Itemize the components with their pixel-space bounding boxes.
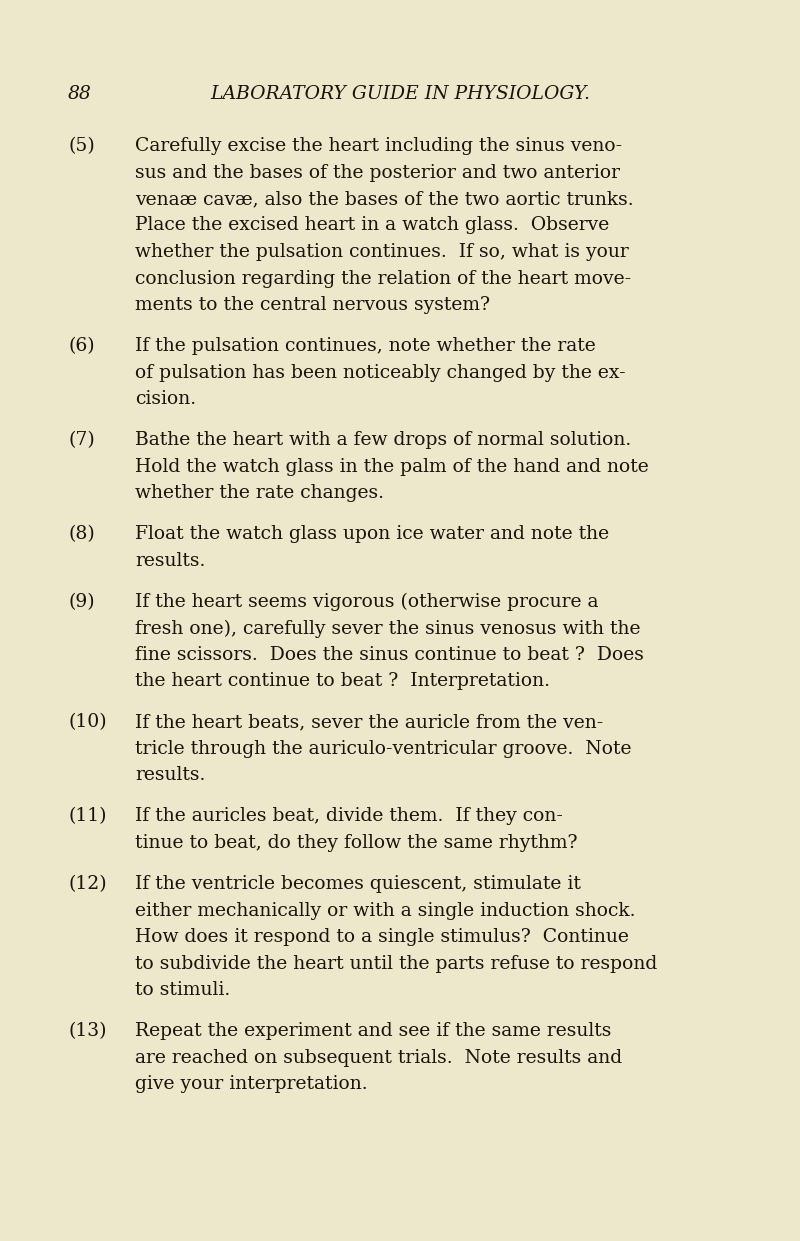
Text: (6): (6)	[68, 338, 94, 355]
Text: If the auricles beat, divide them.  If they con-: If the auricles beat, divide them. If th…	[135, 808, 563, 825]
Text: (9): (9)	[68, 593, 94, 611]
Text: either mechanically or with a single induction shock.: either mechanically or with a single ind…	[135, 901, 635, 920]
Text: sus and the bases of the posterior and two anterior: sus and the bases of the posterior and t…	[135, 164, 620, 181]
Text: the heart continue to beat ?  Interpretation.: the heart continue to beat ? Interpretat…	[135, 673, 550, 690]
Text: 88: 88	[68, 84, 92, 103]
Text: cision.: cision.	[135, 390, 196, 408]
Text: whether the pulsation continues.  If so, what is your: whether the pulsation continues. If so, …	[135, 243, 629, 261]
Text: Place the excised heart in a watch glass.  Observe: Place the excised heart in a watch glass…	[135, 216, 610, 235]
Text: results.: results.	[135, 767, 206, 784]
Text: (5): (5)	[68, 137, 94, 155]
Text: If the heart seems vigorous (otherwise procure a: If the heart seems vigorous (otherwise p…	[135, 593, 598, 611]
Text: whether the rate changes.: whether the rate changes.	[135, 484, 384, 503]
Text: (8): (8)	[68, 525, 94, 544]
Text: to subdivide the heart until the parts refuse to respond: to subdivide the heart until the parts r…	[135, 954, 658, 973]
Text: If the heart beats, sever the auricle from the ven-: If the heart beats, sever the auricle fr…	[135, 714, 603, 731]
Text: (13): (13)	[68, 1023, 106, 1040]
Text: Carefully excise the heart including the sinus veno-: Carefully excise the heart including the…	[135, 137, 622, 155]
Text: (10): (10)	[68, 714, 106, 731]
Text: (7): (7)	[68, 431, 94, 449]
Text: are reached on subsequent trials.  Note results and: are reached on subsequent trials. Note r…	[135, 1049, 622, 1066]
Text: ments to the central nervous system?: ments to the central nervous system?	[135, 297, 490, 314]
Text: tinue to beat, do they follow the same rhythm?: tinue to beat, do they follow the same r…	[135, 834, 578, 853]
Text: give your interpretation.: give your interpretation.	[135, 1075, 368, 1093]
Text: of pulsation has been noticeably changed by the ex-: of pulsation has been noticeably changed…	[135, 364, 626, 381]
Text: LABORATORY GUIDE IN PHYSIOLOGY.: LABORATORY GUIDE IN PHYSIOLOGY.	[210, 84, 590, 103]
Text: Hold the watch glass in the palm of the hand and note: Hold the watch glass in the palm of the …	[135, 458, 649, 475]
Text: tricle through the auriculo-ventricular groove.  Note: tricle through the auriculo-ventricular …	[135, 740, 631, 758]
Text: Bathe the heart with a few drops of normal solution.: Bathe the heart with a few drops of norm…	[135, 431, 631, 449]
Text: fine scissors.  Does the sinus continue to beat ?  Does: fine scissors. Does the sinus continue t…	[135, 645, 644, 664]
Text: If the pulsation continues, note whether the rate: If the pulsation continues, note whether…	[135, 338, 596, 355]
Text: to stimuli.: to stimuli.	[135, 982, 230, 999]
Text: Repeat the experiment and see if the same results: Repeat the experiment and see if the sam…	[135, 1023, 611, 1040]
Text: conclusion regarding the relation of the heart move-: conclusion regarding the relation of the…	[135, 269, 631, 288]
Text: If the ventricle becomes quiescent, stimulate it: If the ventricle becomes quiescent, stim…	[135, 875, 581, 894]
Text: How does it respond to a single stimulus?  Continue: How does it respond to a single stimulus…	[135, 928, 629, 946]
Text: (11): (11)	[68, 808, 106, 825]
Text: (12): (12)	[68, 875, 106, 894]
Text: results.: results.	[135, 552, 206, 570]
Text: fresh one), carefully sever the sinus venosus with the: fresh one), carefully sever the sinus ve…	[135, 619, 641, 638]
Text: Float the watch glass upon ice water and note the: Float the watch glass upon ice water and…	[135, 525, 609, 544]
Text: venaæ cavæ, also the bases of the two aortic trunks.: venaæ cavæ, also the bases of the two ao…	[135, 190, 634, 208]
